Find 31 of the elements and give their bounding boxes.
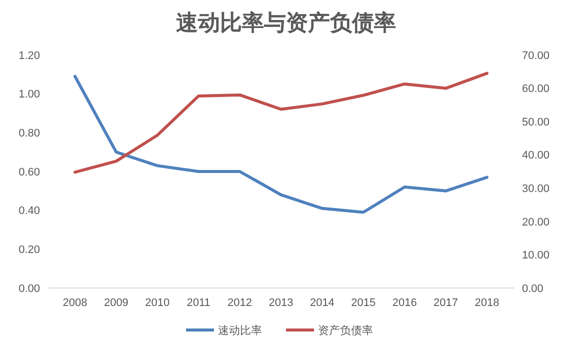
line-series [74,72,488,174]
x-tick-label: 2009 [104,297,128,309]
chart-title: 速动比率与资产负债率 [176,10,396,36]
y-tick-label: 0.80 [18,128,40,140]
y-tick-label: 0.20 [18,244,40,256]
y2-tick-label: 20.00 [522,216,550,228]
y-tick-label: 1.00 [18,88,40,101]
line-series [74,74,488,214]
x-tick-label: 2017 [434,297,458,309]
y-tick-label: 0.60 [18,166,40,178]
x-tick-label: 2016 [392,297,417,309]
x-tick-label: 2008 [62,297,88,309]
y-tick-label: 1.20 [18,50,40,62]
x-tick-label: 2018 [474,297,500,309]
x-tick-label: 2015 [351,297,376,309]
x-tick-label: 2014 [310,297,334,309]
x-tick-label: 2011 [186,297,210,309]
legend-label: 速动比率 [218,324,262,337]
y-tick-label: 0.00 [18,282,40,295]
y2-tick-label: 50.00 [522,116,550,128]
y2-tick-label: 10.00 [522,250,550,262]
y2-tick-label: 30.00 [522,182,550,195]
y2-tick-label: 60.00 [522,83,550,96]
x-tick-label: 2012 [228,297,252,309]
legend-label: 资产负债率 [318,324,373,337]
x-tick-label: 2013 [268,297,294,309]
x-tick-label: 2010 [145,297,170,309]
y2-tick-label: 40.00 [522,150,550,162]
y-tick-label: 0.40 [18,205,40,218]
y2-tick-label: 0.00 [522,282,544,295]
y2-tick-label: 70.00 [522,50,550,62]
